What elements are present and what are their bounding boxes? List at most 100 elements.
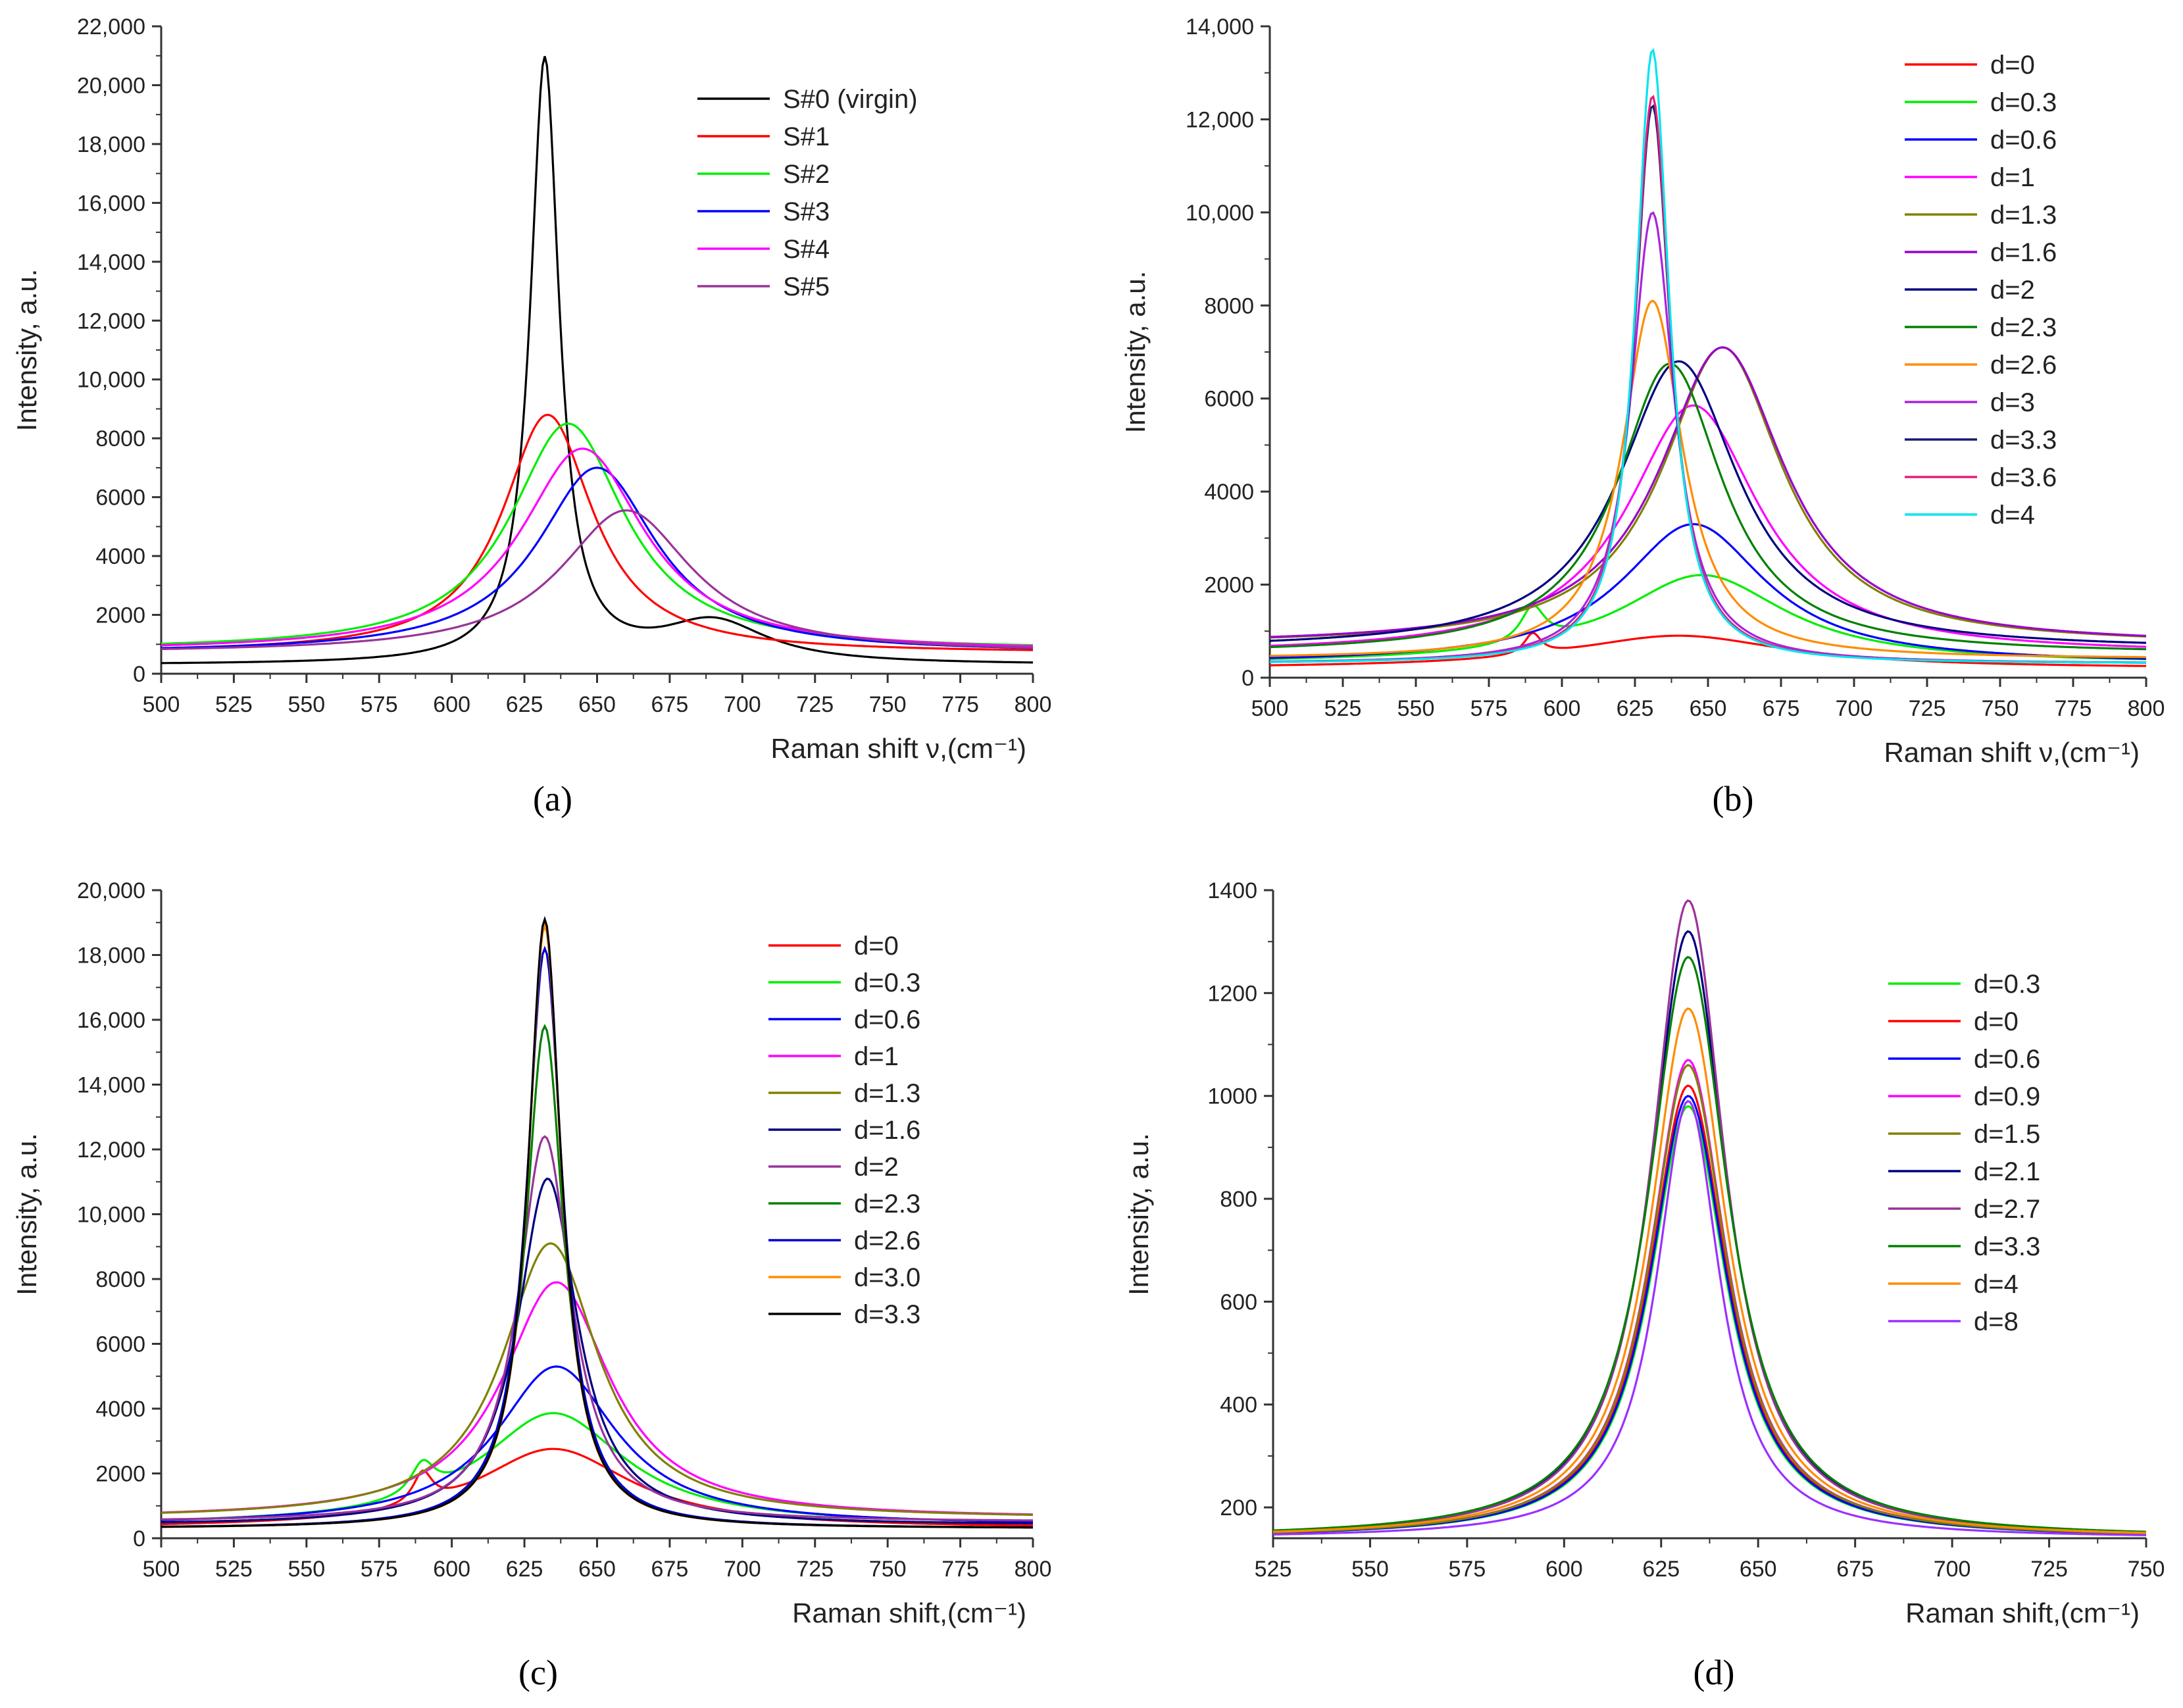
x-tick-label: 500: [143, 692, 180, 717]
x-tick-label: 600: [433, 692, 470, 717]
panel-caption: (d): [1694, 1653, 1735, 1692]
series-group: [1273, 899, 2146, 1536]
series-line: [161, 447, 1033, 647]
y-tick-label: 1000: [1207, 1084, 1257, 1109]
x-tick-label: 625: [506, 692, 543, 717]
y-tick-label: 14,000: [1186, 14, 1254, 39]
y-tick-label: 200: [1220, 1495, 1257, 1520]
x-tick-label: 550: [1397, 696, 1435, 721]
x-tick-label: 725: [796, 1557, 834, 1582]
legend-label: d=0.3: [854, 968, 920, 997]
x-tick-label: 725: [2030, 1557, 2068, 1582]
x-tick-label: 650: [1740, 1557, 1777, 1582]
legend-label: d=2.7: [1974, 1195, 2040, 1224]
y-tick-label: 14,000: [77, 250, 145, 275]
x-tick-label: 525: [1324, 696, 1362, 721]
y-tick-label: 6000: [95, 1332, 145, 1357]
y-tick-label: 20,000: [77, 73, 145, 98]
y-tick-label: 14,000: [77, 1073, 145, 1098]
y-tick-label: 4000: [1204, 480, 1254, 505]
series-line: [161, 509, 1033, 651]
legend-label: d=3.6: [1990, 463, 2057, 492]
y-tick-label: 16,000: [77, 1008, 145, 1033]
y-tick-label: 2000: [95, 1462, 145, 1487]
legend-label: S#0 (virgin): [783, 85, 918, 114]
panel-caption: (b): [1713, 779, 1754, 818]
x-tick-label: 500: [143, 1557, 180, 1582]
legend-label: d=1.3: [1990, 201, 2057, 230]
legend-label: S#4: [783, 235, 830, 264]
y-tick-label: 0: [133, 662, 145, 687]
legend-label: d=8: [1974, 1307, 2019, 1336]
x-tick-label: 600: [1545, 1557, 1583, 1582]
y-tick-label: 800: [1220, 1187, 1257, 1212]
x-tick-label: 625: [506, 1557, 543, 1582]
legend-label: d=2.3: [1990, 313, 2057, 342]
x-tick-label: 775: [2055, 696, 2092, 721]
series-line: [1270, 299, 2146, 659]
x-tick-label: 700: [1836, 696, 1873, 721]
x-tick-label: 525: [215, 692, 253, 717]
x-tick-label: 600: [1543, 696, 1581, 721]
legend-label: d=2.1: [1974, 1157, 2040, 1186]
series-line: [161, 915, 1033, 1529]
x-axis-label: Raman shift ν,(cm⁻¹): [1884, 737, 2140, 768]
x-tick-label: 750: [869, 692, 907, 717]
series-group: [161, 56, 1033, 665]
x-tick-label: 500: [1251, 696, 1289, 721]
series-line: [1273, 1007, 2146, 1534]
y-tick-label: 2000: [95, 603, 145, 628]
x-axis-label: Raman shift,(cm⁻¹): [1905, 1597, 2140, 1628]
x-tick-label: 750: [2128, 1557, 2165, 1582]
y-tick-label: 20,000: [77, 878, 145, 903]
x-tick-label: 800: [1015, 1557, 1052, 1582]
legend-label: d=4: [1974, 1270, 2019, 1299]
legend-label: d=1.6: [854, 1116, 920, 1145]
series-group: [1270, 48, 2146, 667]
legend-label: d=3: [1990, 388, 2035, 417]
x-tick-label: 550: [1351, 1557, 1389, 1582]
y-tick-label: 2000: [1204, 573, 1254, 598]
legend-label: d=0.6: [1990, 126, 2057, 155]
series-group: [161, 915, 1033, 1529]
y-tick-label: 0: [1242, 666, 1254, 691]
x-tick-label: 700: [1934, 1557, 1971, 1582]
x-tick-label: 675: [1763, 696, 1800, 721]
legend-label: d=2.6: [1990, 351, 2057, 380]
legend-label: S#1: [783, 122, 830, 151]
legend-label: d=0: [1974, 1007, 2019, 1036]
legend-label: d=3.3: [854, 1300, 920, 1329]
panel-d: 525 550 575 600 625 650 675 700 725 750 200 400 600 8…: [1123, 878, 2165, 1692]
series-line: [1273, 1064, 2146, 1535]
y-tick-label: 400: [1220, 1393, 1257, 1418]
legend-label: d=1.5: [1974, 1120, 2040, 1149]
y-tick-label: 0: [133, 1526, 145, 1551]
x-tick-label: 575: [361, 1557, 398, 1582]
x-tick-label: 675: [1836, 1557, 1874, 1582]
x-tick-label: 700: [724, 1557, 761, 1582]
x-tick-label: 775: [941, 1557, 979, 1582]
x-tick-label: 525: [215, 1557, 253, 1582]
y-tick-label: 18,000: [77, 132, 145, 157]
legend-label: d=0.3: [1990, 88, 2057, 117]
legend-label: d=3.0: [854, 1263, 920, 1292]
y-tick-label: 4000: [95, 544, 145, 569]
legend-label: d=1: [854, 1042, 899, 1071]
series-line: [161, 1135, 1033, 1522]
series-line: [161, 1177, 1033, 1524]
series-line: [161, 466, 1033, 649]
y-tick-label: 8000: [95, 426, 145, 451]
x-tick-label: 625: [1617, 696, 1654, 721]
series-line: [1270, 346, 2146, 638]
y-axis-label: Intensity, a.u.: [11, 269, 42, 432]
legend-label: d=1.3: [854, 1079, 920, 1108]
legend-label: d=3.3: [1974, 1232, 2040, 1261]
legend-label: d=1.6: [1990, 238, 2057, 267]
legend-label: d=4: [1990, 501, 2035, 530]
x-tick-label: 625: [1642, 1557, 1680, 1582]
x-tick-label: 800: [2128, 696, 2165, 721]
series-line: [1270, 360, 2146, 644]
legend-label: d=0.6: [1974, 1045, 2040, 1074]
x-tick-label: 675: [651, 692, 689, 717]
